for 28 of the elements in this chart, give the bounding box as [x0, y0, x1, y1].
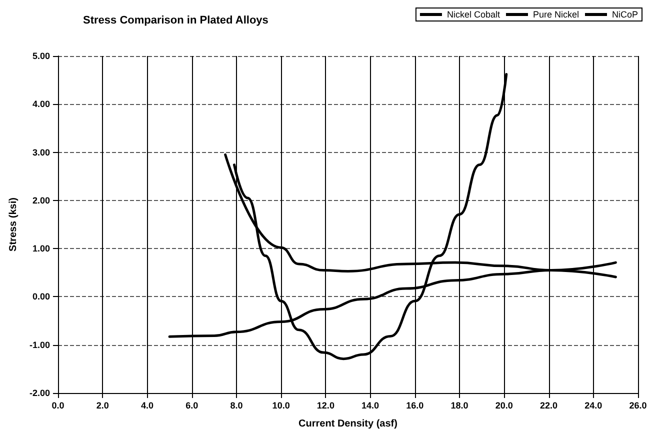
y-tick-label: -2.00	[29, 388, 50, 398]
y-axis-title: Stress (ksi)	[8, 198, 20, 252]
x-tick-label: 10.0	[272, 400, 290, 410]
y-tick-label: 5.00	[32, 51, 50, 61]
x-tick-label: 18.0	[450, 400, 468, 410]
x-tick-label: 14.0	[362, 400, 380, 410]
legend-label: Nickel Cobalt	[446, 10, 500, 20]
x-tick-label: 26.0	[629, 400, 647, 410]
x-tick-label: 22.0	[540, 400, 558, 410]
y-tick-label: 2.00	[32, 195, 50, 206]
x-tick-label: 2.0	[96, 400, 109, 410]
x-tick-label: 4.0	[140, 400, 154, 410]
y-tick-label: 4.00	[32, 99, 50, 110]
x-tick-label: 8.0	[230, 400, 243, 410]
legend-label: NiCoP	[612, 10, 638, 20]
y-tick-label: 0.00	[32, 292, 50, 302]
legend-label: Pure Nickel	[532, 10, 579, 20]
x-tick-label: 0.0	[52, 400, 64, 410]
y-tick-label: 1.00	[32, 244, 50, 254]
x-tick-label: 6.0	[186, 400, 198, 410]
chart-title: Stress Comparison in Plated Alloys	[83, 14, 268, 26]
x-tick-label: 12.0	[316, 400, 334, 410]
y-tick-label: -1.00	[29, 340, 50, 350]
x-axis-title: Current Density (asf)	[298, 418, 398, 430]
x-tick-label: 20.0	[495, 400, 513, 410]
x-tick-label: 16.0	[406, 400, 424, 410]
y-tick-label: 3.00	[32, 147, 50, 158]
x-tick-label: 24.0	[584, 400, 602, 410]
